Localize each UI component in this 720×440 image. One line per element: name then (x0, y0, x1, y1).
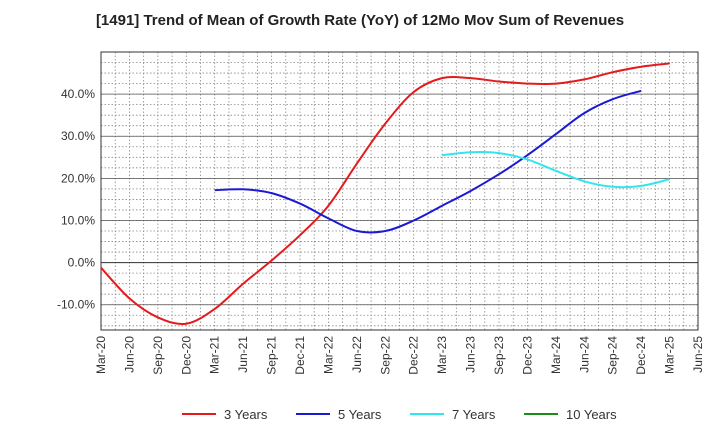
plot-area (101, 52, 698, 330)
y-tick-label: 40.0% (61, 87, 95, 101)
x-tick-label: Mar-21 (208, 336, 222, 374)
x-tick-label: Mar-20 (94, 336, 108, 374)
x-tick-label: Mar-24 (549, 336, 563, 374)
x-tick-label: Sep-20 (151, 336, 165, 375)
series-line-3-years (100, 62, 670, 326)
x-tick-label: Mar-23 (435, 336, 449, 374)
x-axis: Mar-20 Jun-20 Sep-20 Dec-20 Mar-21 Jun-21 Sep-… (94, 336, 705, 375)
plot-frame (100, 51, 699, 331)
series-line-5-years (214, 89, 642, 234)
y-tick-label: 20.0% (61, 171, 95, 185)
x-tick-label: Jun-22 (350, 336, 364, 373)
x-tick-label: Dec-22 (407, 336, 421, 375)
y-tick-label: 30.0% (61, 129, 95, 143)
x-tick-label: Dec-24 (634, 336, 648, 375)
x-tick-label: Mar-22 (321, 336, 335, 374)
grid-lines (100, 51, 699, 330)
x-tick-label: Sep-23 (492, 336, 506, 375)
x-tick-label: Jun-25 (691, 336, 705, 373)
y-tick-label: -10.0% (57, 298, 95, 312)
y-axis: -10.0% 0.0% 10.0% 20.0% 30.0% 40.0% (57, 87, 95, 312)
x-tick-label: Dec-21 (293, 336, 307, 375)
series-line-7-years (441, 151, 670, 189)
x-tick-label: Sep-22 (378, 336, 392, 375)
y-tick-label: 0.0% (68, 256, 96, 270)
legend: 3 Years 5 Years 7 Years 10 Years (182, 407, 617, 422)
series-lines (100, 62, 670, 326)
x-tick-label: Jun-21 (236, 336, 250, 373)
chart-title: [1491] Trend of Mean of Growth Rate (YoY… (95, 12, 625, 29)
y-tick-label: 10.0% (61, 213, 95, 227)
legend-label: 3 Years (224, 407, 268, 422)
legend-label: 5 Years (338, 407, 382, 422)
x-tick-label: Sep-21 (265, 336, 279, 375)
x-tick-label: Sep-24 (606, 336, 620, 375)
x-tick-label: Mar-25 (663, 336, 677, 374)
x-tick-label: Dec-23 (520, 336, 534, 375)
legend-label: 7 Years (452, 407, 496, 422)
x-tick-label: Dec-20 (179, 336, 193, 375)
legend-label: 10 Years (566, 407, 617, 422)
x-tick-label: Jun-23 (464, 336, 478, 373)
x-tick-label: Jun-24 (577, 336, 591, 373)
x-tick-label: Jun-20 (122, 336, 136, 373)
